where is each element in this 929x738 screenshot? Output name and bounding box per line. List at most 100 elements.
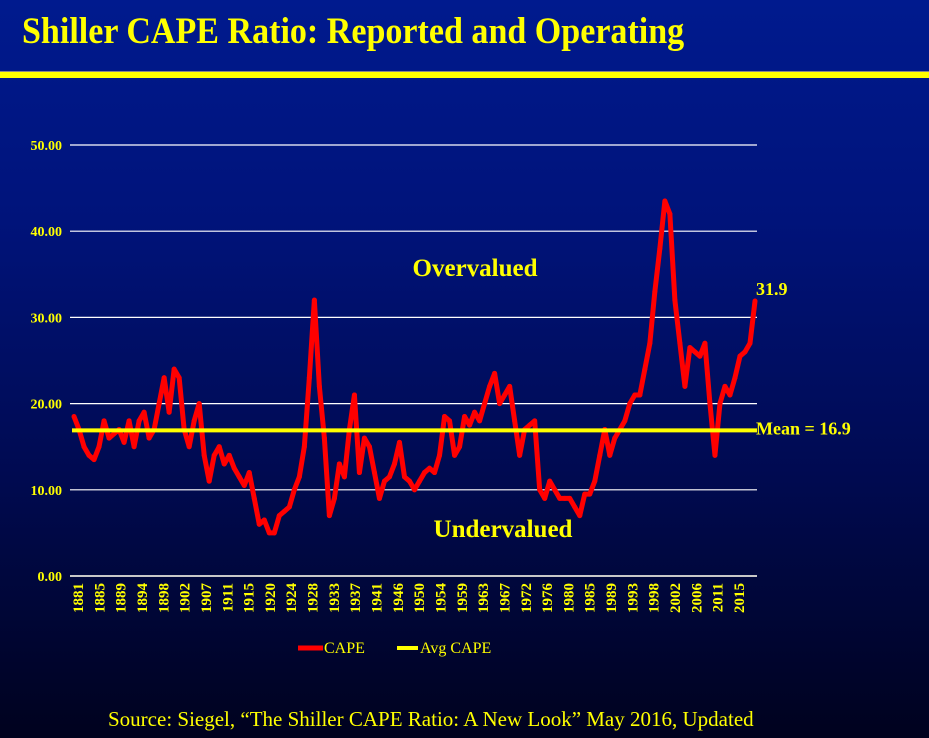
x-tick-label: 1937	[348, 583, 364, 614]
cape-point	[136, 418, 142, 424]
cape-point	[612, 435, 618, 441]
cape-point	[672, 297, 678, 303]
x-tick-label: 1924	[284, 583, 300, 614]
cape-point	[642, 366, 648, 372]
cape-point	[497, 401, 503, 407]
overvalued-label: Overvalued	[413, 255, 538, 282]
cape-point	[261, 517, 267, 523]
cape-point	[406, 478, 412, 484]
cape-point	[457, 444, 463, 450]
cape-point	[401, 474, 407, 480]
cape-point	[231, 465, 237, 471]
cape-point	[507, 383, 513, 389]
cape-point	[752, 298, 758, 304]
cape-point	[396, 439, 402, 445]
cape-point	[482, 401, 488, 407]
cape-point	[286, 504, 292, 510]
cape-point	[331, 495, 337, 501]
source-note: Source: Siegel, “The Shiller CAPE Ratio:…	[108, 707, 754, 731]
x-tick-label: 1972	[519, 583, 535, 613]
undervalued-label: Undervalued	[434, 516, 573, 543]
x-tick-label: 1928	[306, 583, 322, 613]
legend-cape-label: CAPE	[324, 640, 365, 657]
cape-point	[677, 340, 683, 346]
cape-point	[577, 513, 583, 519]
x-tick-label: 1954	[433, 583, 449, 614]
cape-point	[221, 461, 227, 467]
cape-point	[702, 340, 708, 346]
cape-point	[667, 211, 673, 217]
cape-point	[301, 444, 307, 450]
x-tick-label: 1959	[455, 583, 471, 613]
cape-point	[141, 409, 147, 415]
x-tick-label: 1950	[412, 583, 428, 613]
cape-point	[316, 383, 322, 389]
y-tick-label: 20.00	[31, 398, 63, 413]
cape-point	[632, 392, 638, 398]
x-tick-label: 1933	[327, 583, 343, 613]
x-tick-label: 2015	[732, 583, 748, 613]
x-tick-label: 2006	[689, 583, 705, 614]
y-tick-label: 0.00	[38, 570, 63, 585]
x-tick-label: 1898	[156, 583, 172, 613]
x-tick-label: 1915	[242, 583, 258, 613]
legend-avg-label: Avg CAPE	[420, 640, 491, 657]
cape-point	[176, 375, 182, 381]
cape-point	[682, 383, 688, 389]
x-tick-label: 1998	[647, 583, 663, 613]
cape-point	[722, 383, 728, 389]
cape-point	[657, 245, 663, 251]
cape-point	[707, 401, 713, 407]
cape-point	[492, 370, 498, 376]
cape-point	[296, 474, 302, 480]
cape-point	[226, 452, 232, 458]
cape-point	[697, 353, 703, 359]
cape-point	[647, 340, 653, 346]
cape-point	[191, 418, 197, 424]
cape-point	[487, 383, 493, 389]
cape-point	[126, 418, 132, 424]
cape-point	[712, 452, 718, 458]
cape-point	[86, 452, 92, 458]
cape-point	[597, 452, 603, 458]
cape-point	[326, 513, 332, 519]
y-tick-label: 50.00	[31, 139, 63, 154]
cape-point	[121, 439, 127, 445]
cape-point	[412, 487, 417, 493]
cape-point	[361, 435, 367, 441]
cape-point	[447, 418, 453, 424]
cape-point	[687, 345, 693, 351]
x-tick-label: 1963	[476, 583, 492, 613]
cape-point	[111, 431, 117, 437]
cape-point	[442, 414, 448, 420]
cape-point	[196, 401, 202, 407]
x-tick-label: 1989	[604, 583, 620, 613]
x-tick-label: 1885	[92, 583, 108, 613]
cape-point	[747, 340, 753, 346]
title-divider	[0, 71, 929, 78]
cape-point	[291, 487, 297, 493]
cape-point	[582, 491, 588, 497]
cape-point	[567, 495, 573, 501]
y-tick-label: 10.00	[31, 484, 63, 499]
cape-point	[652, 289, 658, 295]
cape-point	[211, 452, 217, 458]
cape-point	[452, 452, 458, 458]
cape-point	[256, 521, 262, 527]
cape-series-line	[71, 198, 758, 536]
cape-point	[321, 435, 327, 441]
cape-point	[276, 513, 282, 519]
cape-point	[417, 478, 423, 484]
cape-point	[592, 478, 598, 484]
x-tick-label: 1920	[263, 583, 279, 613]
cape-point	[201, 452, 207, 458]
cape-point	[81, 444, 87, 450]
cape-point	[251, 495, 257, 501]
cape-point	[71, 414, 77, 420]
cape-point	[662, 198, 668, 204]
cape-point	[351, 392, 357, 398]
cape-point	[386, 474, 392, 480]
x-tick-label: 1976	[540, 583, 556, 614]
mean-label: Mean = 16.9	[756, 418, 851, 438]
x-tick-label: 1894	[135, 583, 151, 614]
